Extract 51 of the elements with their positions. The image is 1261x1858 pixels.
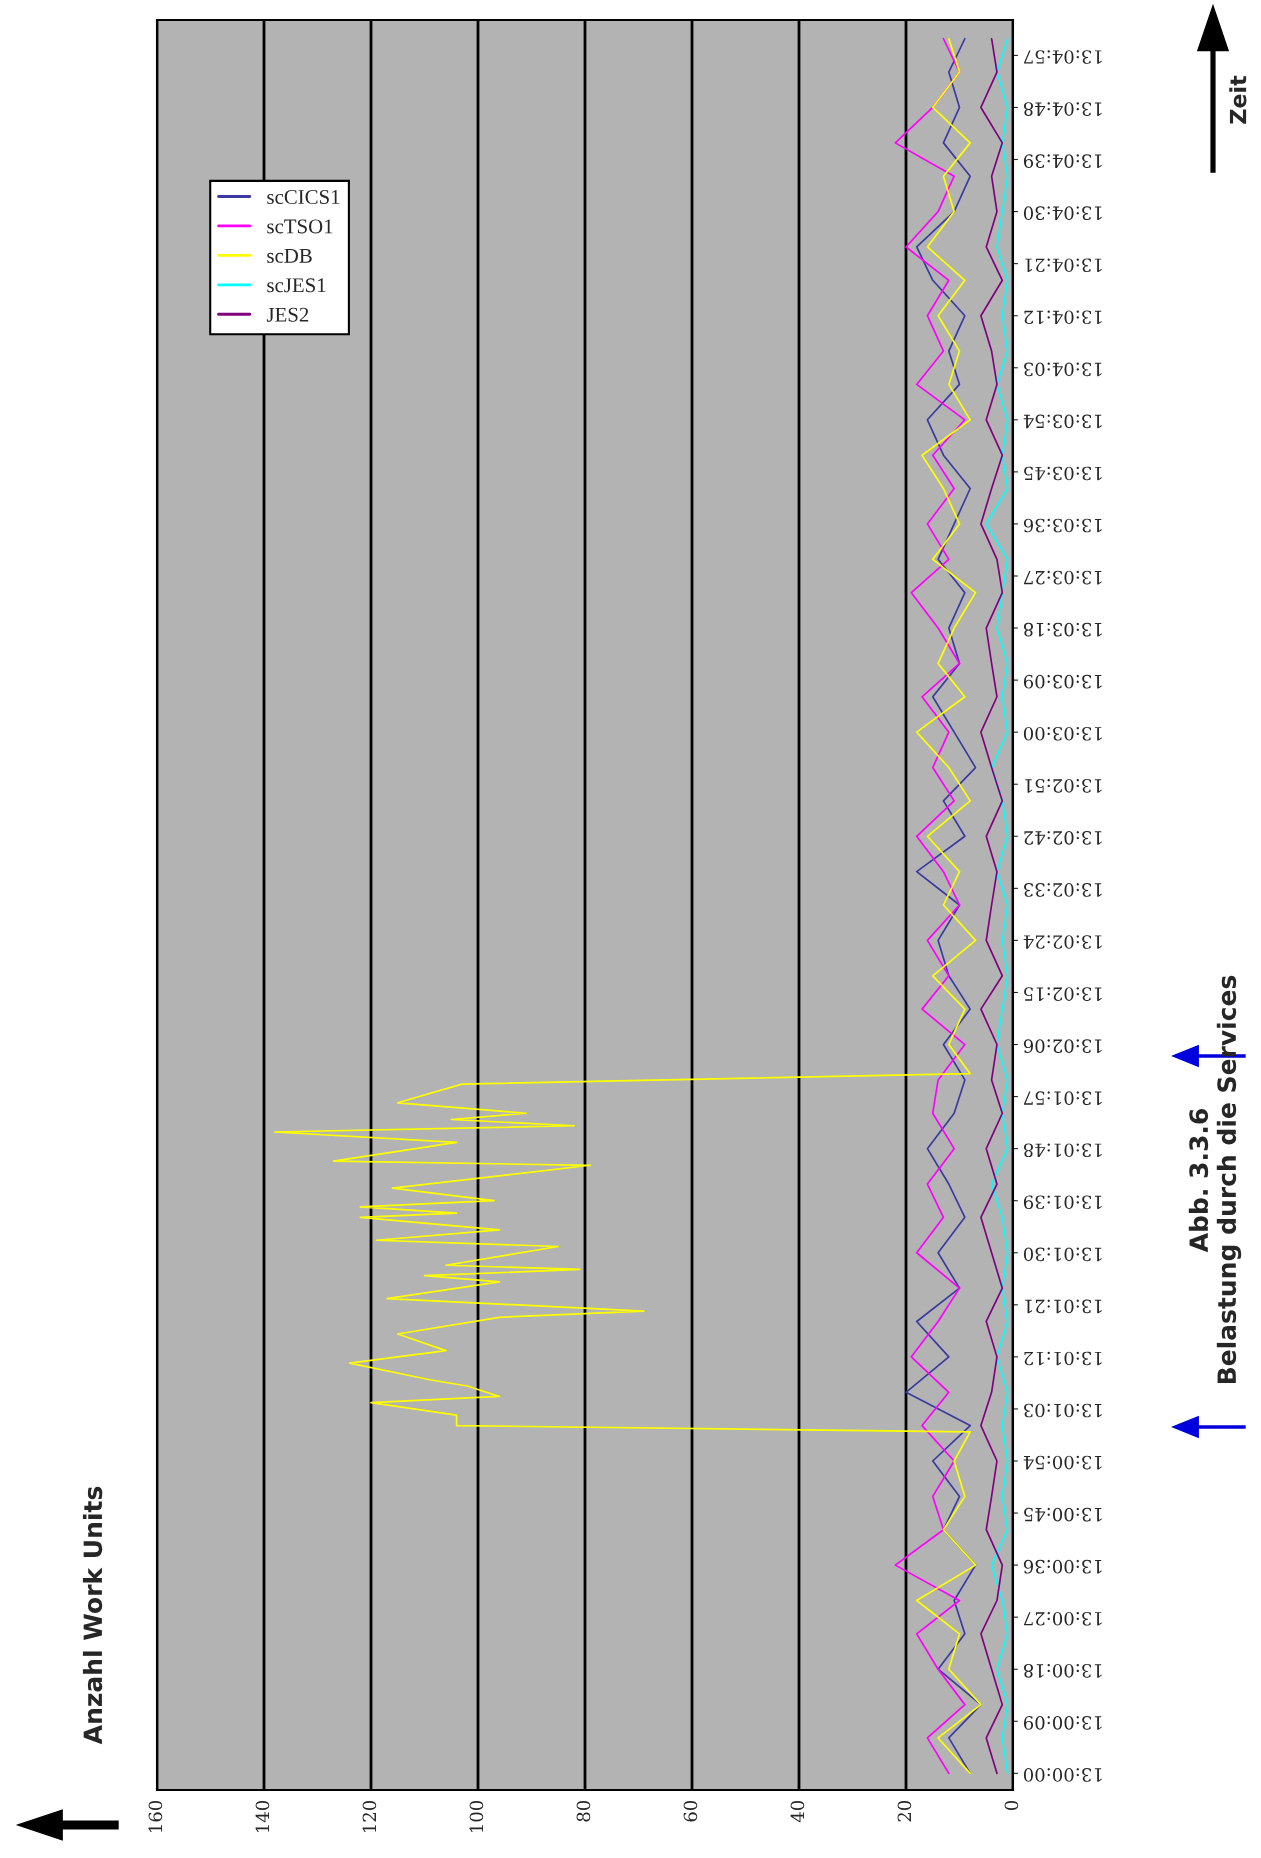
text: Zeit bbox=[1229, 75, 1247, 124]
x-tick-label: 0 bbox=[1004, 1800, 1019, 1811]
y-tick-label: 13:03:27 bbox=[1024, 570, 1102, 585]
x-tick-label: 20 bbox=[897, 1800, 912, 1822]
y-tick-label: 13:02:42 bbox=[1024, 831, 1102, 845]
y-tick-label: 13:02:06 bbox=[1023, 1039, 1102, 1053]
x-tick-label: 80 bbox=[576, 1800, 591, 1822]
y-tick-label: 13:04:39 bbox=[1023, 154, 1102, 168]
y-tick-label: 13:01:21 bbox=[1025, 1299, 1102, 1314]
legend-label: JES2 bbox=[266, 307, 309, 322]
y-tick-label: 13:04:30 bbox=[1023, 206, 1102, 220]
legend-label: scCICS1 bbox=[267, 189, 340, 204]
y-tick-label: 13:02:24 bbox=[1023, 935, 1102, 949]
y-tick-label: 13:01:30 bbox=[1023, 1247, 1102, 1262]
y-tick-label: 13:04:21 bbox=[1025, 258, 1102, 273]
y-tick-label: 13:01:39 bbox=[1023, 1195, 1102, 1210]
y-tick-label: 13:02:51 bbox=[1025, 778, 1102, 793]
y-tick-label: 13:00:54 bbox=[1023, 1455, 1102, 1470]
y-tick-label: 13:04:12 bbox=[1024, 310, 1102, 325]
y-tick-label: 13:04:48 bbox=[1023, 102, 1102, 116]
y-tick-label: 13:03:09 bbox=[1023, 674, 1102, 689]
x-tick-label: 120 bbox=[362, 1800, 377, 1832]
y-tick-label: 13:04:57 bbox=[1024, 50, 1102, 64]
y-tick-label: 13:00:27 bbox=[1024, 1611, 1102, 1626]
y-tick-label: 13:03:36 bbox=[1023, 518, 1102, 533]
text: Abb. 3.3.6 Belastung durch die Services bbox=[1188, 975, 1242, 1384]
y-tick-label: 13:01:57 bbox=[1024, 1091, 1102, 1105]
y-tick-label: 13:03:00 bbox=[1023, 726, 1102, 741]
x-tick-label: 100 bbox=[469, 1800, 484, 1832]
x-tick-label: 160 bbox=[148, 1800, 163, 1832]
x-tick-label: 60 bbox=[683, 1800, 698, 1822]
legend-label: scDB bbox=[267, 249, 312, 263]
y-tick-label: 13:03:18 bbox=[1023, 622, 1102, 637]
legend-label: scTSO1 bbox=[267, 219, 333, 234]
y-tick-label: 13:00:45 bbox=[1024, 1507, 1102, 1522]
legend-label: scJES1 bbox=[267, 278, 326, 293]
y-tick-label: 13:01:03 bbox=[1024, 1403, 1102, 1418]
y-tick-label: 13:00:00 bbox=[1023, 1768, 1102, 1782]
y-tick-label: 13:00:09 bbox=[1023, 1716, 1102, 1730]
y-tick-label: 13:02:15 bbox=[1024, 987, 1102, 1001]
y-axis-title: Anzahl Work Units bbox=[82, 1486, 103, 1745]
y-tick-label: 13:04:03 bbox=[1024, 362, 1102, 377]
y-tick-label: 13:03:54 bbox=[1023, 414, 1102, 429]
y-tick-label: 13:03:45 bbox=[1024, 466, 1102, 481]
y-tick-label: 13:00:18 bbox=[1023, 1663, 1102, 1678]
y-tick-label: 13:00:36 bbox=[1023, 1559, 1102, 1574]
y-tick-label: 13:02:33 bbox=[1024, 883, 1102, 897]
y-tick-label: 13:01:12 bbox=[1024, 1351, 1102, 1366]
y-tick-label: 13:01:48 bbox=[1023, 1143, 1102, 1158]
x-tick-label: 140 bbox=[255, 1800, 270, 1832]
x-tick-label: 40 bbox=[790, 1800, 805, 1823]
